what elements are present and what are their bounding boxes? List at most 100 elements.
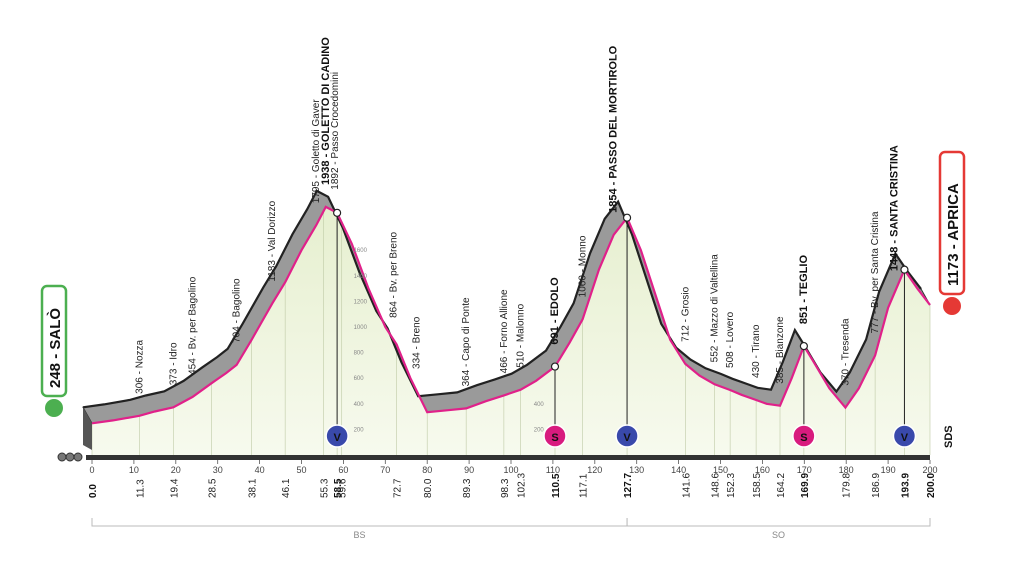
distance-label: 186.9 — [871, 473, 882, 498]
km-tick-label: 170 — [797, 465, 812, 475]
wheel-icon — [57, 452, 67, 462]
place-annotation: 385 - Bianzone — [775, 316, 786, 384]
place-annotation: 1448 - SANTA CRISTINA — [888, 145, 900, 271]
elevation-tick-label: 400 — [534, 402, 545, 408]
place-annotation: 1795 - Goletto di Gaver — [311, 99, 322, 204]
zone-label: BS — [354, 530, 366, 540]
elevation-tick-label: 200 — [354, 427, 365, 433]
distance-label: 164.2 — [776, 473, 787, 498]
place-annotation: 704 - Bagolino — [232, 278, 243, 343]
marker-point — [799, 341, 808, 351]
zone-bracket — [626, 518, 931, 527]
elevation-tick-label: 600 — [354, 376, 365, 382]
distance-label: 141.6 — [681, 473, 692, 498]
place-annotation: 373 - Idro — [168, 342, 179, 385]
distance-label: 72.7 — [393, 478, 404, 498]
km-tick-label: 140 — [671, 465, 686, 475]
km-tick-label: 180 — [839, 465, 854, 475]
km-tick-label: 160 — [755, 465, 770, 475]
marker-letter: V — [333, 432, 341, 444]
km-tick-label: 10 — [129, 465, 139, 475]
distance-label: 55.3 — [320, 478, 331, 498]
marker-point — [900, 265, 909, 274]
marker-letter: V — [623, 432, 631, 444]
profile-area — [92, 206, 930, 455]
cyclist-icon — [45, 399, 63, 417]
km-tick-label: 150 — [713, 465, 728, 475]
place-annotation: 691 - EDOLO — [549, 277, 561, 345]
distance-label: 28.5 — [207, 478, 218, 498]
km-tick-label: 120 — [587, 465, 602, 475]
distance-label: 200.0 — [926, 473, 937, 498]
place-annotation: 1854 - PASSO DEL MORTIROLO — [608, 45, 620, 213]
marker-point — [550, 362, 560, 371]
km-tick-label: 50 — [296, 465, 306, 475]
km-tick-label: 100 — [503, 465, 518, 475]
km-tick-label: 80 — [422, 465, 432, 475]
km-tick-label: 110 — [546, 465, 560, 475]
finish-box — [938, 150, 966, 296]
place-annotation: 712 - Grosio — [680, 286, 691, 341]
zone-label: SO — [772, 530, 785, 540]
place-annotation: 1938 - GOLETTO DI CADINO — [320, 37, 332, 185]
place-annotation: 454 - Bv. per Bagolino — [188, 276, 199, 375]
elevation-tick-label: 200 — [534, 427, 545, 433]
route-line — [91, 205, 931, 425]
place-annotation: 364 - Capo di Ponte — [461, 297, 472, 386]
marker-letter: S — [800, 432, 807, 444]
distance-label: 59.6 — [338, 478, 349, 498]
place-annotation: 1892 - Passo Crocedomini — [330, 72, 341, 190]
place-annotation: 777 - Bv. per Santa Cristina — [870, 211, 881, 334]
elevation-tick-label: 1200 — [354, 299, 368, 305]
elevation-tick-label: 1600 — [354, 248, 368, 254]
distance-label: 38.1 — [248, 478, 259, 498]
marker-letter: V — [901, 432, 909, 444]
place-annotation: 430 - Tirano — [751, 324, 762, 378]
wheel-icon — [73, 452, 83, 462]
km-tick-label: 20 — [171, 465, 181, 475]
distance-label: 110.5 — [551, 473, 562, 498]
km-tick-label: 200 — [922, 465, 937, 475]
km-tick-label: 70 — [380, 465, 390, 475]
km-tick-label: 90 — [464, 465, 474, 475]
marker-point — [622, 213, 632, 222]
elevation-tick-label: 800 — [354, 351, 365, 357]
baseline-bar — [86, 455, 930, 460]
place-annotation: 1183 - Val Dorizzo — [267, 200, 278, 281]
profile-ridge-line — [82, 189, 922, 409]
km-tick-label: 130 — [629, 465, 644, 475]
marker-letter: S — [551, 432, 558, 444]
place-annotation: 851 - TEGLIO — [798, 255, 810, 325]
climb-icon — [615, 424, 639, 448]
distance-label: 193.9 — [900, 473, 911, 498]
climb-icon — [325, 424, 349, 448]
km-tick-label: 60 — [338, 465, 348, 475]
distance-label: 19.4 — [169, 478, 180, 498]
place-annotation: 334 - Breno — [412, 316, 423, 369]
elevation-tick-label: 1400 — [354, 274, 368, 280]
place-annotation: 864 - Bv. per Breno — [389, 231, 400, 317]
place-annotation: 1060 - Monno — [578, 235, 589, 297]
km-tick-label: 40 — [255, 465, 265, 475]
profile-side-wall — [83, 407, 92, 450]
distance-label: 89.3 — [462, 478, 473, 498]
climb-icon — [892, 424, 917, 448]
cyclist-icon — [943, 297, 961, 315]
start-box — [40, 284, 68, 398]
marker-point — [333, 208, 342, 217]
start-label: 248 - SALÒ — [46, 308, 64, 388]
elevation-tick-label: 1000 — [354, 325, 368, 331]
distance-label: 117.1 — [579, 473, 590, 498]
place-annotation: 510 - Malonno — [516, 303, 527, 367]
distance-label: 0.0 — [88, 484, 99, 498]
wheel-icon — [65, 452, 75, 462]
sprint-icon — [792, 424, 816, 448]
place-annotation: 370 - Tresenda — [840, 318, 851, 386]
elevation-tick-label: 400 — [354, 402, 365, 408]
distance-label: 152.3 — [726, 473, 737, 498]
distance-label: 46.1 — [281, 478, 292, 498]
distance-label: 179.8 — [841, 473, 852, 498]
distance-label: 148.6 — [711, 473, 722, 498]
